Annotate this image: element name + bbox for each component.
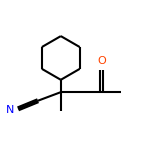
Text: N: N xyxy=(6,105,15,115)
Text: O: O xyxy=(97,55,106,66)
